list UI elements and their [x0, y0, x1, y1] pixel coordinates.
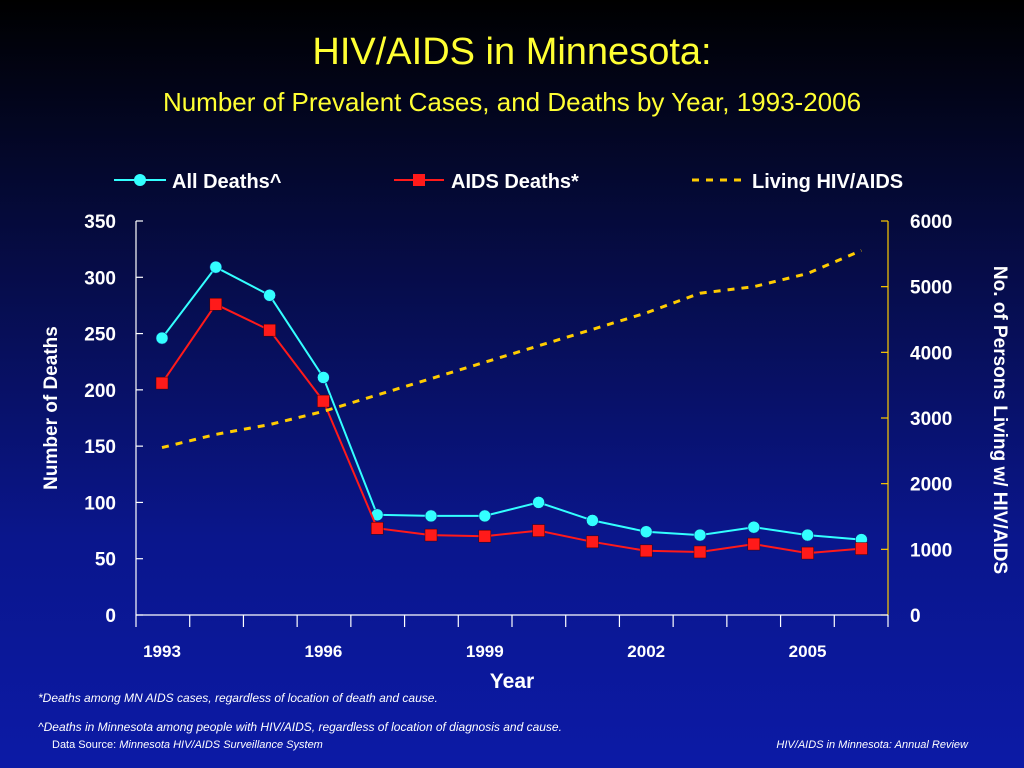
page-title: HIV/AIDS in Minnesota: [312, 31, 712, 73]
data-point-aids-deaths [639, 544, 653, 558]
data-point-aids-deaths [424, 528, 438, 542]
right-axis-tick-label: 1000 [910, 540, 952, 561]
x-axis-tick-label: 1996 [304, 642, 342, 661]
data-point-all-deaths [532, 496, 545, 509]
right-axis-tick-label: 3000 [910, 409, 952, 430]
data-point-aids-deaths [478, 529, 492, 543]
data-point-all-deaths [586, 514, 599, 527]
data-point-all-deaths [317, 371, 330, 384]
data-point-all-deaths [424, 509, 438, 523]
right-axis-tick-label: 6000 [910, 212, 952, 233]
data-point-all-deaths [155, 331, 169, 345]
data-point-all-deaths [801, 528, 814, 542]
data-point-aids-deaths [317, 394, 330, 408]
right-axis-tick-label: 4000 [910, 343, 952, 364]
y-axis-title: Number of Deaths [41, 326, 62, 490]
legend-label: Living HIV/AIDS [752, 171, 903, 193]
series-line-0 [161, 265, 862, 541]
y2-axis-title: No. of Persons Living w/ HIV/AIDS [989, 266, 1010, 574]
left-axis-tick-label: 350 [84, 212, 116, 233]
series-line-2 [161, 249, 862, 450]
data-point-all-deaths [478, 509, 492, 523]
data-source-label: Data Source: [52, 739, 120, 751]
data-point-aids-deaths [155, 376, 169, 390]
x-axis-tick-label: 1999 [466, 642, 504, 661]
footnote-all-deaths: ^Deaths in Minnesota among people with H… [38, 720, 562, 734]
left-axis-tick-label: 0 [105, 606, 116, 627]
footer-report-title: HIV/AIDS in Minnesota: Annual Review [776, 739, 968, 751]
data-point-all-deaths [209, 260, 223, 274]
data-point-aids-deaths [855, 542, 868, 555]
data-point-aids-deaths [801, 546, 814, 560]
series-line-1 [161, 303, 862, 555]
x-axis-title: Year [490, 670, 534, 690]
x-axis-tick-label: 1993 [143, 642, 181, 661]
legend-label: AIDS Deaths* [451, 171, 579, 193]
x-axis-tick-label: 2002 [627, 642, 665, 661]
data-point-all-deaths [693, 528, 707, 542]
legend-marker [134, 174, 146, 186]
right-axis-tick-label: 5000 [910, 278, 952, 299]
left-axis-tick-label: 200 [84, 381, 116, 402]
footnote-aids-deaths: *Deaths among MN AIDS cases, regardless … [38, 691, 438, 705]
data-source: Data Source: Minnesota HIV/AIDS Surveill… [52, 739, 323, 751]
page-subtitle: Number of Prevalent Cases, and Deaths by… [162, 87, 862, 117]
data-point-aids-deaths [693, 545, 707, 559]
left-axis-tick-label: 100 [84, 493, 116, 514]
right-axis-tick-label: 2000 [910, 475, 952, 496]
data-point-aids-deaths [747, 537, 761, 551]
left-axis-tick-label: 300 [84, 268, 116, 289]
data-point-aids-deaths [209, 298, 223, 311]
data-point-all-deaths [263, 289, 276, 302]
left-axis-tick-label: 50 [95, 550, 116, 571]
data-point-all-deaths [747, 520, 761, 534]
data-point-aids-deaths [586, 535, 599, 549]
legend-label: All Deaths^ [172, 171, 282, 193]
data-point-aids-deaths [263, 323, 276, 337]
right-axis-tick-label: 0 [910, 606, 921, 627]
data-point-aids-deaths [370, 522, 384, 535]
x-axis-tick-label: 2005 [789, 642, 827, 661]
chart: 0 50 100 150 200 250 300 350 0 1000 2000 3000 4000 50… [41, 171, 1010, 690]
left-axis-tick-label: 250 [84, 325, 116, 346]
data-source-name: Minnesota HIV/AIDS Surveillance System [119, 739, 323, 751]
left-axis-tick-label: 150 [84, 437, 116, 458]
data-point-all-deaths [639, 525, 653, 538]
data-point-aids-deaths [532, 524, 545, 537]
legend-marker [413, 174, 425, 186]
